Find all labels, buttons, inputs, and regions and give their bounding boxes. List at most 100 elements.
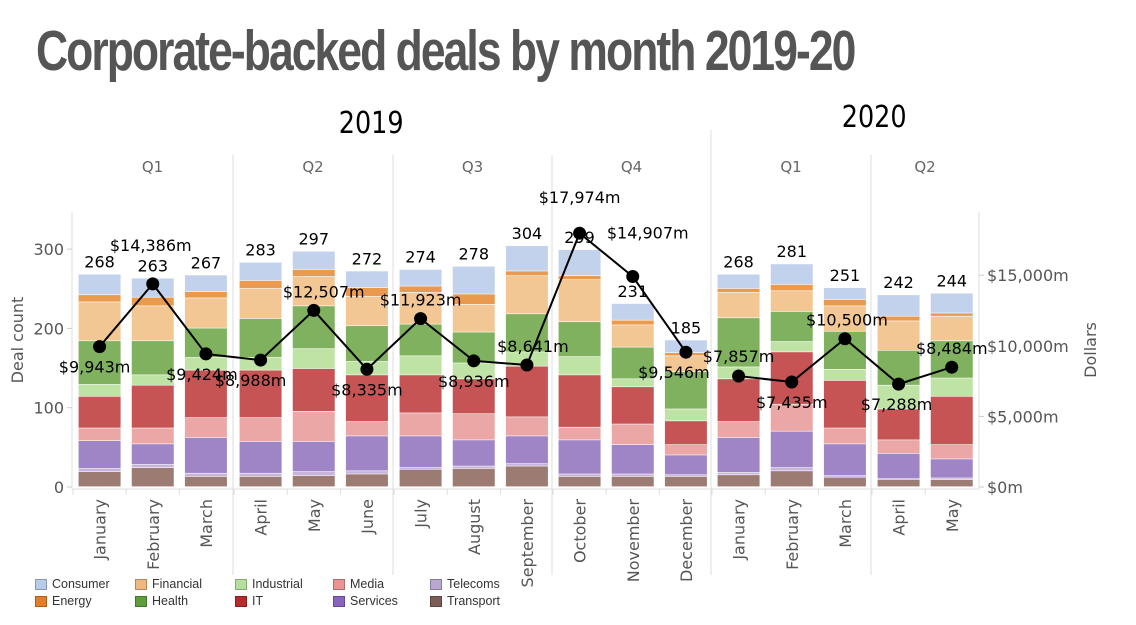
- y-tick-label: 200: [33, 319, 64, 338]
- bar-segment-media: [131, 428, 174, 444]
- y2-tick-label: $5,000m: [987, 407, 1059, 426]
- x-tick-label: January: [91, 499, 110, 561]
- legend-label: Industrial: [252, 577, 303, 591]
- bar-segment-media: [664, 444, 707, 455]
- bar-segment-industrial: [452, 363, 495, 379]
- x-tick-label: September: [518, 499, 537, 588]
- bar-segment-transport: [823, 477, 866, 487]
- bar-segment-energy: [452, 294, 495, 305]
- dollars-label: $8,988m: [215, 371, 287, 390]
- total-label: 304: [512, 224, 543, 243]
- bar-segment-consumer: [877, 295, 920, 316]
- bar-segment-energy: [239, 280, 282, 289]
- legend-item-energy: Energy: [35, 594, 92, 608]
- bar-segment-consumer: [823, 287, 866, 300]
- bar-segment-industrial: [611, 379, 654, 387]
- x-tick-label: August: [465, 499, 484, 555]
- x-tick-label: November: [624, 499, 643, 583]
- dollars-label: $9,943m: [59, 358, 131, 377]
- bar-segment-media: [877, 440, 920, 454]
- total-label: 263: [137, 256, 168, 275]
- bar-segment-media: [399, 413, 442, 436]
- x-tick-label: March: [836, 499, 855, 548]
- bar-segment-telecoms: [292, 471, 335, 476]
- dollars-label: $7,288m: [861, 395, 933, 414]
- legend-swatch: [35, 595, 47, 607]
- bar-segment-services: [505, 436, 548, 464]
- dollars-label: $8,335m: [331, 380, 403, 399]
- legend-item-consumer: Consumer: [35, 577, 110, 591]
- quarter-label: Q2: [302, 158, 323, 176]
- bar-segment-telecoms: [770, 467, 813, 471]
- dollars-point: [467, 354, 481, 368]
- bar-segment-financial: [558, 280, 601, 322]
- bar-segment-transport: [664, 476, 707, 487]
- legend-label: Consumer: [52, 577, 110, 591]
- bar-segment-it: [399, 375, 442, 413]
- dollars-label: $7,857m: [703, 347, 775, 366]
- bar-segment-it: [239, 370, 282, 418]
- bar-segment-services: [770, 431, 813, 468]
- bar-segment-transport: [78, 471, 121, 487]
- bar-segment-services: [292, 441, 335, 472]
- bar-segment-consumer: [452, 266, 495, 294]
- dollars-point: [679, 345, 693, 359]
- bar-segment-energy: [399, 286, 442, 293]
- bar-segment-telecoms: [930, 478, 973, 480]
- bar-segment-media: [558, 427, 601, 440]
- legend-item-health: Health: [135, 594, 188, 608]
- total-label: 251: [830, 266, 861, 285]
- bar-segment-financial: [184, 298, 227, 328]
- bar-segment-media: [184, 418, 227, 438]
- legend-swatch: [135, 595, 147, 607]
- bar-segment-consumer: [717, 274, 760, 289]
- bar-segment-consumer: [345, 271, 388, 288]
- bar-segment-health: [131, 341, 174, 375]
- legend-item-financial: Financial: [135, 577, 202, 591]
- bar-segment-services: [239, 441, 282, 473]
- legend-item-industrial: Industrial: [235, 577, 303, 591]
- bar-segment-consumer: [611, 303, 654, 320]
- bar-segment-media: [505, 417, 548, 436]
- total-label: 272: [352, 249, 383, 268]
- year-label-2019: 2019: [338, 106, 404, 141]
- bar-segment-telecoms: [664, 475, 707, 477]
- legend-item-it: IT: [235, 594, 263, 608]
- bar-segment-industrial: [78, 384, 121, 396]
- bar-segment-services: [131, 444, 174, 465]
- bar-segment-energy: [930, 313, 973, 316]
- bar-segment-media: [345, 421, 388, 436]
- dollars-point: [573, 226, 587, 240]
- bar-segment-energy: [558, 276, 601, 280]
- legend-swatch: [333, 595, 345, 607]
- bar-segment-services: [717, 437, 760, 473]
- bar-segment-financial: [452, 304, 495, 332]
- dollars-label: $14,386m: [110, 236, 192, 255]
- bar-segment-media: [292, 411, 335, 442]
- dollars-label: $8,936m: [438, 372, 510, 391]
- bar-segment-transport: [505, 466, 548, 487]
- dollars-label: $11,923m: [380, 291, 462, 310]
- bar-segment-telecoms: [558, 474, 601, 477]
- y-tick-label: 100: [33, 399, 64, 418]
- bar-segment-it: [717, 379, 760, 422]
- bar-segment-industrial: [184, 357, 227, 370]
- bar-segment-consumer: [930, 293, 973, 313]
- bar-segment-telecoms: [239, 473, 282, 477]
- bar-segment-industrial: [399, 356, 442, 375]
- dollars-label: $10,500m: [806, 311, 888, 330]
- bar-segment-it: [505, 366, 548, 417]
- dollars-label: $9,546m: [638, 363, 710, 382]
- bar-segment-financial: [717, 292, 760, 318]
- bar-segment-it: [664, 421, 707, 445]
- bar-segment-telecoms: [452, 466, 495, 469]
- bar-segment-health: [239, 318, 282, 358]
- bar-segment-energy: [292, 269, 335, 277]
- bar-segment-services: [558, 440, 601, 474]
- bar-segment-consumer: [558, 249, 601, 276]
- bar-segment-media: [770, 404, 813, 431]
- bar-segment-consumer: [770, 264, 813, 285]
- bar-segment-telecoms: [399, 467, 442, 469]
- bar-segment-energy: [78, 295, 121, 302]
